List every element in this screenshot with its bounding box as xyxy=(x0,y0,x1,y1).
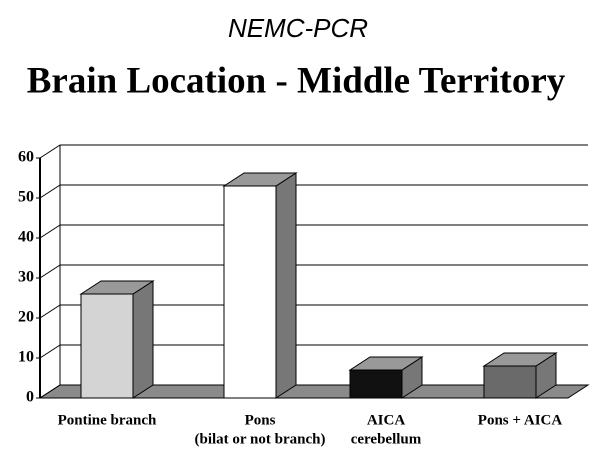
x-tick-label: Pons + AICA xyxy=(478,412,563,428)
grid-line xyxy=(39,144,61,159)
x-tick-label: (bilat or not branch) xyxy=(195,431,326,447)
grid-line xyxy=(39,264,61,279)
bar xyxy=(223,185,277,399)
grid-line xyxy=(39,184,61,199)
y-tick-label: 40 xyxy=(18,229,34,246)
grid-line xyxy=(39,304,61,319)
y-tick-label: 30 xyxy=(18,269,34,286)
y-tick-label: 0 xyxy=(26,389,34,406)
chart-title: Brain Location - Middle Territory xyxy=(27,60,566,101)
grid-line xyxy=(39,344,61,359)
bar xyxy=(483,365,537,399)
bar-side xyxy=(275,172,297,399)
bar-side xyxy=(132,280,154,399)
x-tick-label: Pons xyxy=(245,412,276,428)
grid-line xyxy=(39,224,61,239)
grid-line xyxy=(39,384,61,399)
x-tick-label: Pontine branch xyxy=(58,412,157,428)
y-tick-label: 60 xyxy=(18,149,34,166)
y-tick-label: 10 xyxy=(18,349,34,366)
y-tick-label: 20 xyxy=(18,309,34,326)
x-tick-label: cerebellum xyxy=(351,431,422,447)
bar xyxy=(80,293,134,399)
chart-subtitle: NEMC-PCR xyxy=(228,13,368,43)
x-tick-label: AICA xyxy=(367,412,406,428)
y-tick-label: 50 xyxy=(18,189,34,206)
bar xyxy=(349,369,403,399)
